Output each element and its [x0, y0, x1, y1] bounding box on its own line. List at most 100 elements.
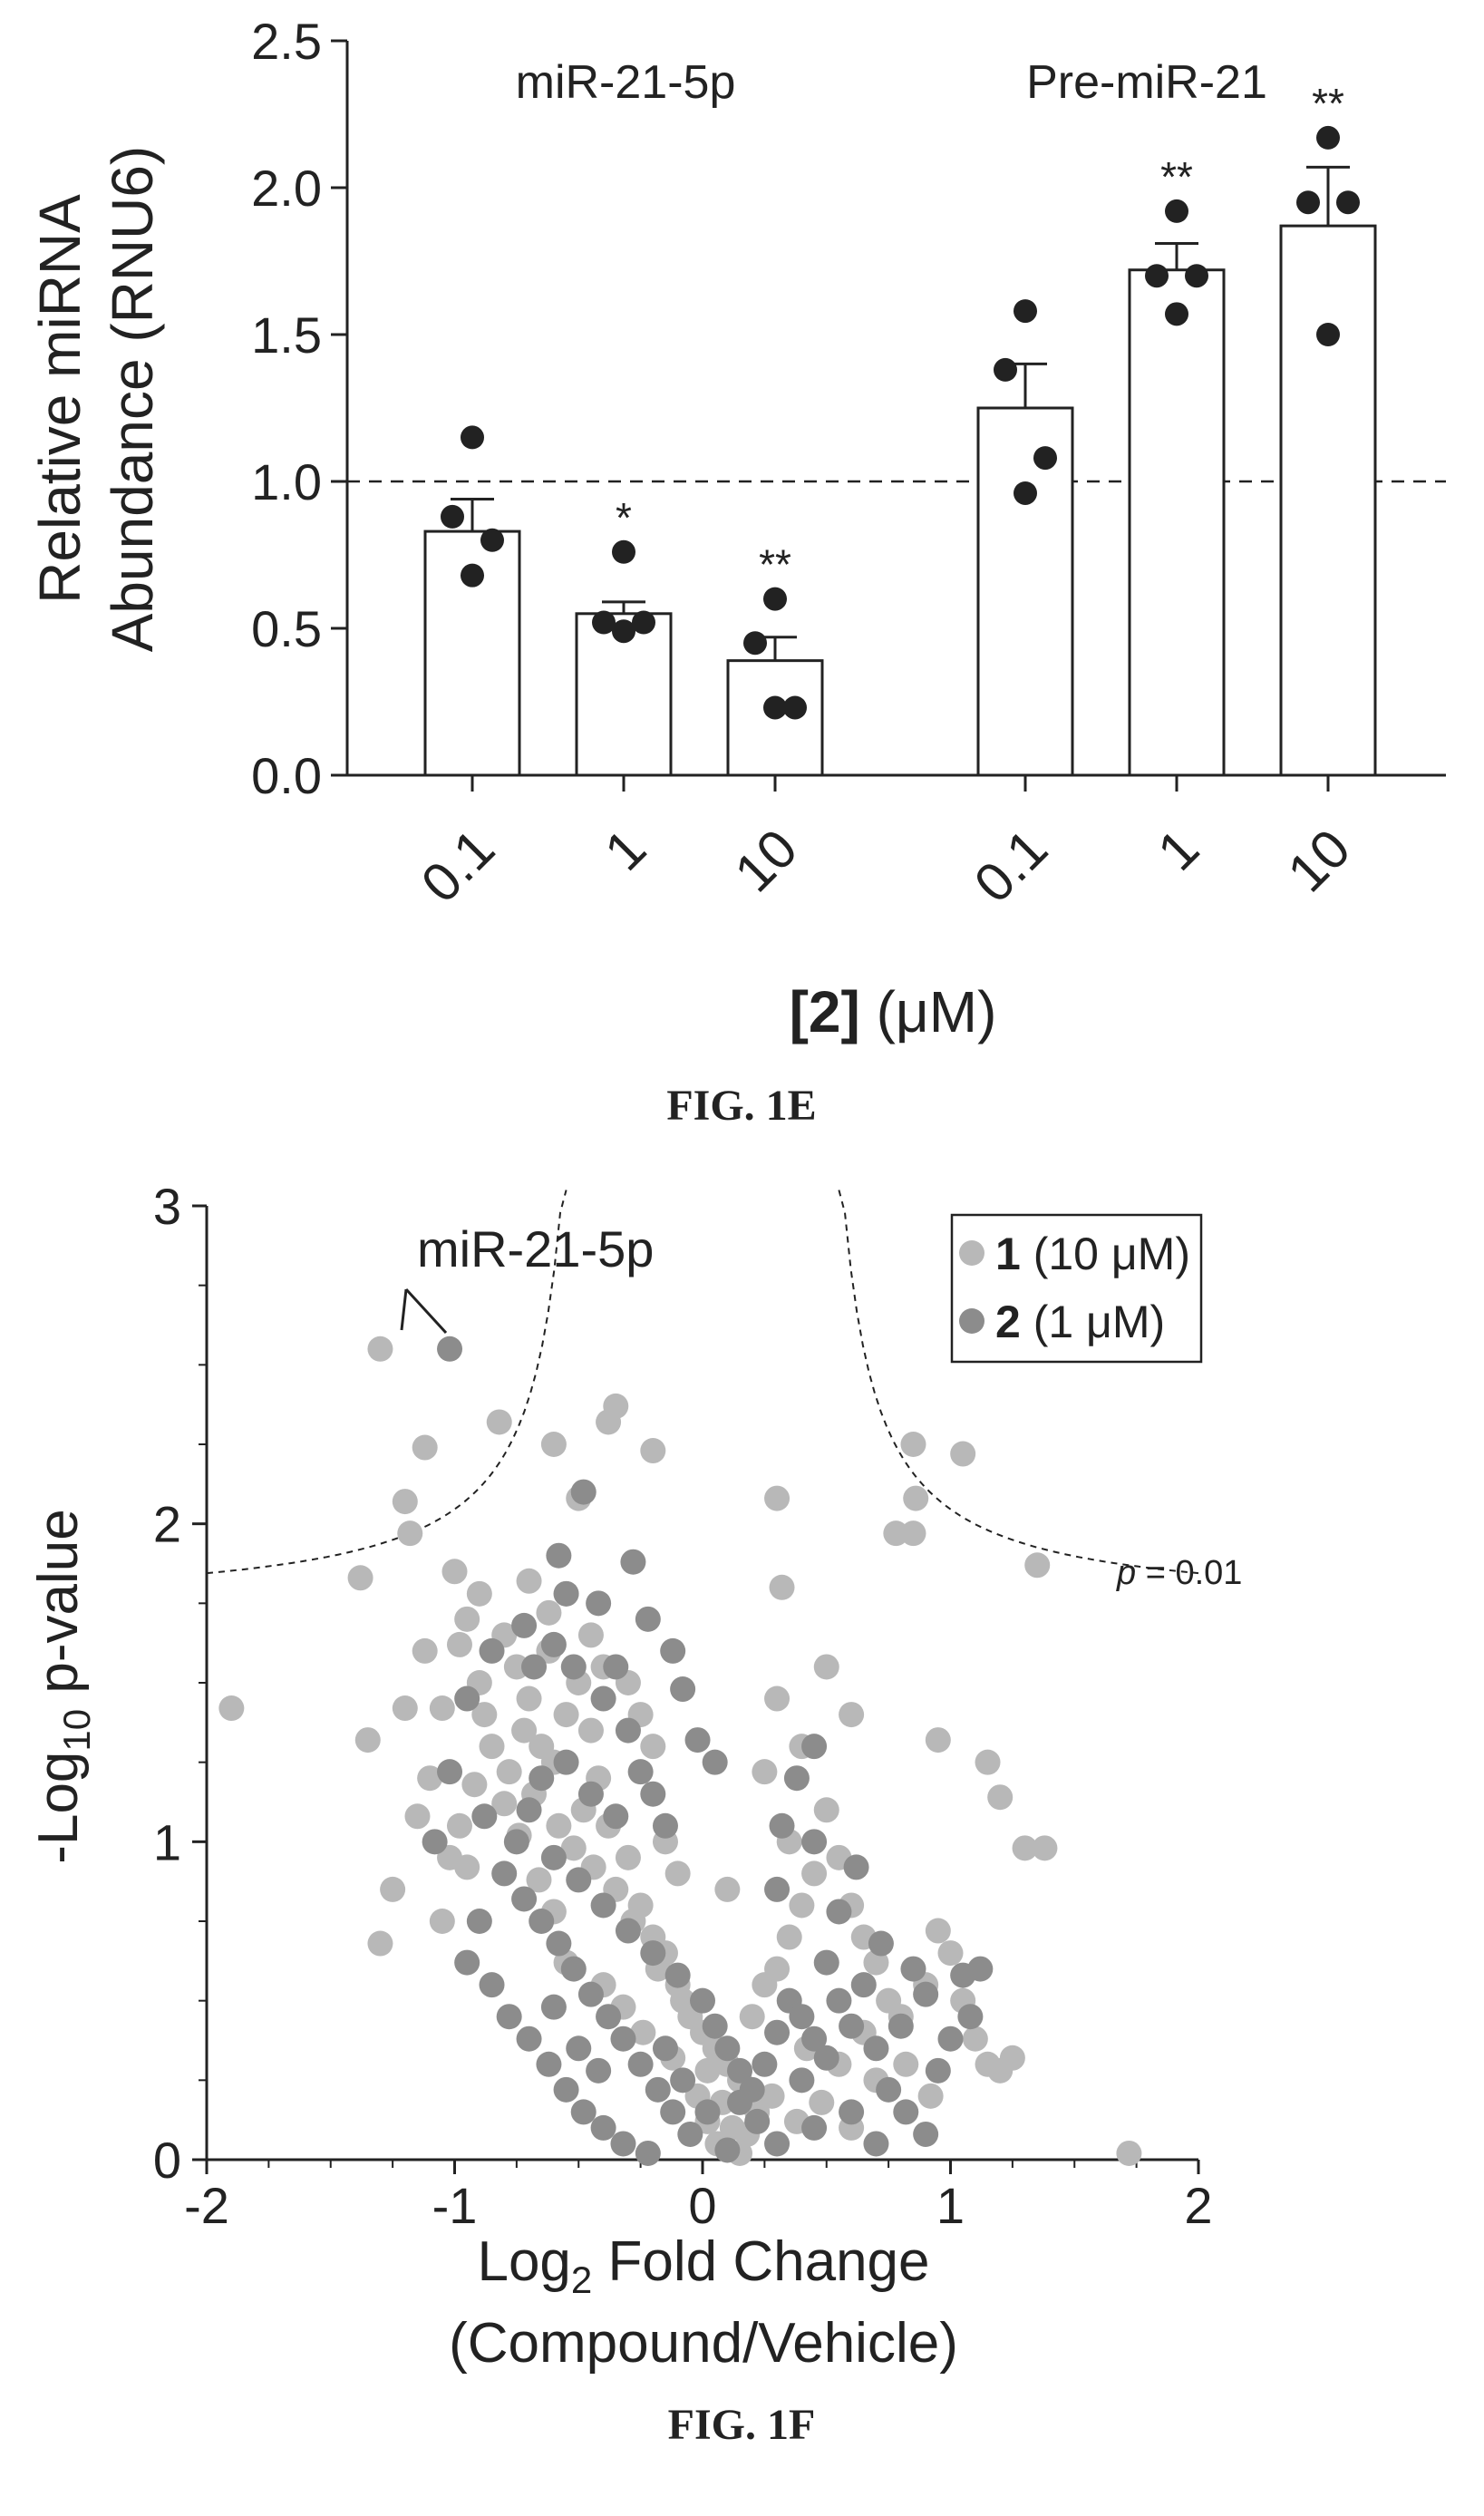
bar-chart-bars: *******: [423, 80, 1377, 777]
volcano-point: [645, 2076, 671, 2103]
volcano-point: [441, 1559, 468, 1585]
significance-marker: *: [616, 494, 632, 541]
volcano-point: [660, 1637, 686, 1664]
volcano-point: [813, 1949, 839, 1976]
volcano-point: [640, 1438, 666, 1464]
volcano-point: [540, 1432, 567, 1457]
volcano-point: [690, 1987, 715, 2014]
volcano-point: [570, 1479, 597, 1505]
data-point: [994, 357, 1017, 382]
figure-caption-1e: FIG. 1E: [666, 1082, 816, 1130]
volcano-point: [883, 1520, 909, 1547]
legend-box: [950, 1213, 1203, 1364]
bar-chart-x-tick-label: 1: [593, 818, 657, 882]
volcano-point: [764, 2019, 790, 2045]
volcano-point: [516, 2025, 542, 2052]
threshold-curve-left: [206, 1190, 567, 1575]
data-point: [461, 563, 484, 588]
volcano-point: [437, 1844, 463, 1870]
volcano-point: [603, 1803, 629, 1830]
volcano-point: [546, 1542, 572, 1569]
volcano-point: [652, 1812, 678, 1839]
volcano-point: [903, 1485, 929, 1511]
volcano-point: [412, 1637, 438, 1664]
volcano-point: [417, 1765, 443, 1792]
volcano-point: [764, 1876, 790, 1902]
volcano-point: [893, 2099, 919, 2125]
volcano-point: [553, 1580, 579, 1607]
volcano-point: [843, 1854, 869, 1880]
volcano-point: [577, 1781, 604, 1807]
volcano-point: [540, 1631, 567, 1657]
volcano-point: [590, 1892, 616, 1919]
volcano-point: [553, 1702, 579, 1728]
volcano-point: [446, 1631, 472, 1657]
volcano-point: [479, 1734, 505, 1760]
bar-chart-y-label-line1: Relative miRNA: [27, 194, 92, 604]
volcano-point: [900, 1956, 926, 1982]
volcano-point: [529, 1765, 555, 1792]
volcano-point: [764, 1485, 790, 1511]
volcano-point: [553, 1749, 579, 1775]
figure-caption-1f: FIG. 1F: [668, 2401, 816, 2449]
data-point: [1316, 125, 1340, 150]
volcano-point: [546, 1812, 572, 1839]
legend-marker-1: [959, 1240, 984, 1266]
volcano-point: [809, 2089, 835, 2115]
volcano-y-ticks: 0 1 2 3: [153, 1178, 207, 2189]
volcano-point: [727, 2089, 753, 2115]
volcano-point: [670, 1676, 696, 1703]
bar: [976, 406, 1074, 777]
volcano-point: [511, 1886, 538, 1912]
volcano-point: [577, 1622, 604, 1648]
volcano-point: [392, 1695, 418, 1722]
data-point: [783, 695, 807, 720]
bar-chart-y-ticks: 0.0 0.5 1.0 1.5 2.0 2.5: [251, 13, 347, 804]
volcano-point: [516, 1797, 542, 1823]
volcano-point: [1012, 1835, 1038, 1861]
volcano-point: [516, 1568, 542, 1594]
data-point: [1033, 446, 1057, 471]
volcano-point: [404, 1803, 431, 1830]
highlighted-point: [367, 1336, 393, 1362]
volcano-point: [826, 1899, 852, 1925]
volcano-point: [635, 2140, 661, 2166]
volcano-point: [652, 2035, 678, 2062]
highlighted-point: [437, 1336, 463, 1362]
volcano-point: [937, 2025, 964, 2052]
volcano-point: [526, 1867, 552, 1893]
volcano-point: [412, 1434, 438, 1461]
volcano-point: [839, 1702, 865, 1728]
volcano-point: [664, 1962, 691, 1988]
volcano-point: [789, 2004, 815, 2030]
volcano-point: [789, 2067, 815, 2093]
volcano-point: [813, 2045, 839, 2071]
volcano-point: [354, 1727, 381, 1753]
volcano-point: [839, 2099, 865, 2125]
volcano-y-tick-label: 0: [153, 2132, 181, 2189]
volcano-point: [764, 2131, 790, 2157]
volcano-y-tick-label: 2: [153, 1496, 181, 1553]
volcano-point: [446, 1812, 472, 1839]
volcano-point: [511, 1612, 538, 1638]
volcano-point: [516, 1685, 542, 1712]
volcano-point: [496, 1759, 522, 1785]
volcano-point: [937, 1940, 964, 1967]
volcano-point: [739, 2004, 765, 2030]
threshold-label: p = 0.01: [1116, 1554, 1242, 1592]
volcano-point: [677, 2121, 703, 2147]
volcano-point: [670, 2067, 696, 2093]
volcano-point: [454, 1685, 480, 1712]
volcano-point: [536, 2051, 562, 2077]
volcano-point: [987, 1784, 1014, 1811]
volcano-x-tick-label: -1: [432, 2177, 478, 2234]
volcano-point: [917, 2083, 944, 2109]
volcano-point: [503, 1654, 529, 1680]
volcano-point: [392, 1489, 418, 1515]
volcano-point: [630, 2019, 656, 2045]
volcano-point: [813, 1654, 839, 1680]
group-label-pre-mir21: Pre-miR-21: [1026, 56, 1267, 109]
data-point: [441, 504, 464, 529]
volcano-point: [615, 1918, 641, 1944]
volcano-point: [783, 1765, 810, 1792]
